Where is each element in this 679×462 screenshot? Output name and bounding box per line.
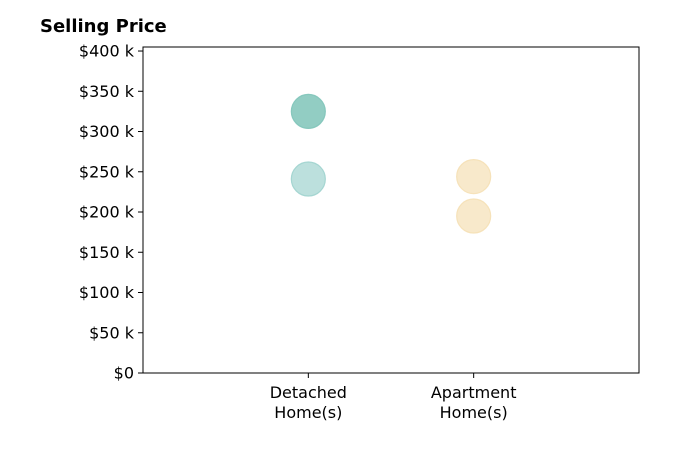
y-tick-label: $350 k <box>79 82 135 101</box>
data-point <box>290 161 326 197</box>
data-point <box>290 93 326 129</box>
y-tick-label: $250 k <box>79 162 135 181</box>
data-point <box>456 198 492 234</box>
y-tick-label: $150 k <box>79 243 135 262</box>
y-tick-label: $0 <box>114 364 134 383</box>
chart-title: Selling Price <box>40 16 167 37</box>
y-tick-label: $300 k <box>79 122 135 141</box>
data-point <box>456 158 492 195</box>
y-tick-label: $50 k <box>89 323 135 342</box>
x-tick-label: Detached Home(s) <box>270 383 347 422</box>
plot-frame <box>142 46 640 374</box>
x-axis: Detached Home(s) Apartment Home(s) <box>270 373 517 422</box>
y-tick-label: $200 k <box>79 203 135 222</box>
y-tick-label: $100 k <box>79 283 135 302</box>
y-axis: $0 $50 k $100 k $150 k $200 k $250 k $300 k $35… <box>79 42 143 383</box>
point-group <box>290 93 492 234</box>
y-tick-label: $400 k <box>79 42 135 61</box>
x-tick-label: Apartment Home(s) <box>431 383 517 422</box>
